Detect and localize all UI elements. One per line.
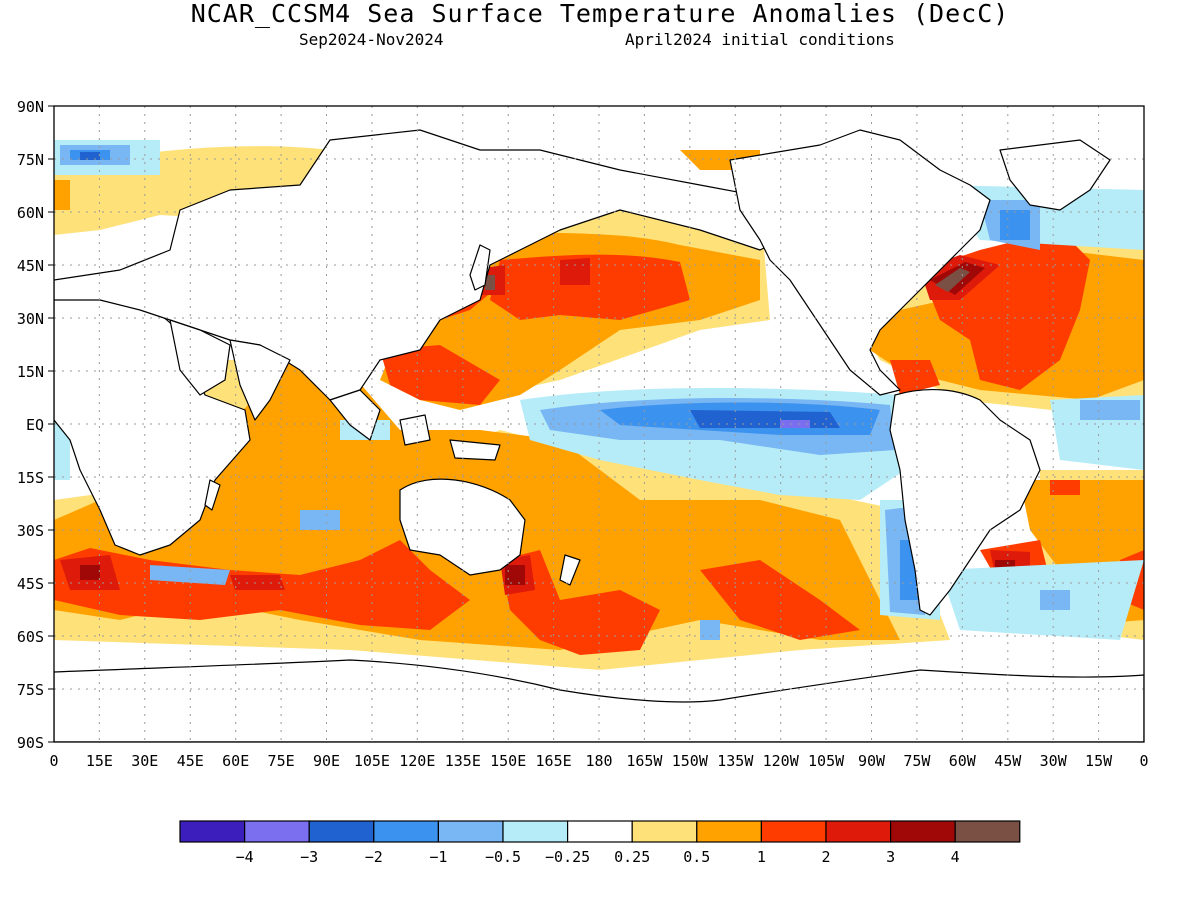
lon-label: 45W — [994, 752, 1022, 770]
lon-label: 105E — [354, 752, 390, 770]
lat-ticks — [48, 105, 54, 743]
colorbar-swatch — [244, 820, 310, 843]
forecast-period: Sep2024-Nov2024 — [299, 30, 444, 49]
colorbar-swatch — [889, 820, 956, 843]
new-zealand-landmass — [559, 554, 581, 586]
japan-landmass — [469, 244, 491, 291]
colorbar-label: 0.5 — [683, 848, 710, 866]
lon-label: 90W — [858, 752, 886, 770]
lon-label: 15W — [1085, 752, 1113, 770]
lon-label: 165W — [626, 752, 663, 770]
lat-label: 45S — [17, 575, 44, 593]
lat-label: 30S — [17, 522, 44, 540]
colorbar-swatch — [760, 820, 827, 843]
lat-label: 75S — [17, 681, 44, 699]
lat-label: 75N — [17, 151, 44, 169]
lat-label: EQ — [26, 416, 44, 434]
lat-label: 90S — [17, 734, 44, 752]
initial-conditions: April2024 initial conditions — [625, 30, 895, 49]
colorbar-swatch — [502, 820, 569, 843]
lon-label: 135E — [445, 752, 481, 770]
colorbar-label: 4 — [951, 848, 960, 866]
lon-label: 120E — [399, 752, 435, 770]
anomaly-band-4 — [485, 268, 970, 292]
colorbar-label: 2 — [821, 848, 830, 866]
lon-label: 180 — [585, 752, 612, 770]
colorbar-swatch — [308, 820, 375, 843]
lon-label: 75W — [903, 752, 931, 770]
lon-label: 60W — [949, 752, 977, 770]
lat-label: 30N — [17, 310, 44, 328]
india-landmass — [229, 339, 291, 421]
colorbar-label: −4 — [236, 848, 254, 866]
lon-label: 30E — [131, 752, 158, 770]
colorbar-swatches — [179, 820, 1021, 843]
anomaly-band-neg3 — [780, 420, 810, 428]
colorbar: −4 −3 −2 −1 −0.5 −0.25 0.25 0.5 1 2 3 4 — [179, 820, 1021, 866]
lon-label: 150E — [490, 752, 526, 770]
lon-label: 30W — [1040, 752, 1068, 770]
lon-label: 120W — [763, 752, 800, 770]
anomaly-field — [54, 129, 1144, 742]
antarctica-landmass — [54, 659, 1144, 742]
colorbar-label: −1 — [429, 848, 447, 866]
colorbar-label: 0.25 — [614, 848, 650, 866]
colorbar-swatch — [954, 820, 1021, 843]
map-title: NCAR_CCSM4 Sea Surface Temperature Anoma… — [190, 0, 1010, 28]
colorbar-swatch — [696, 820, 762, 843]
colorbar-label: 3 — [886, 848, 895, 866]
lat-label: 15N — [17, 363, 44, 381]
australia-landmass — [399, 478, 526, 576]
lon-label: 45E — [177, 752, 204, 770]
lon-labels: 0 15E 30E 45E 60E 75E 90E 105E 120E 135E… — [49, 752, 1148, 770]
lon-label: 75E — [268, 752, 295, 770]
lat-label: 60S — [17, 628, 44, 646]
colorbar-label: −0.5 — [485, 848, 521, 866]
colorbar-swatch — [437, 820, 504, 843]
lat-label: 45N — [17, 257, 44, 275]
southeast-asia-landmass — [329, 389, 381, 441]
greenland-landmass — [999, 139, 1111, 211]
colorbar-swatch — [179, 820, 246, 843]
colorbar-labels: −4 −3 −2 −1 −0.5 −0.25 0.25 0.5 1 2 3 4 — [236, 848, 960, 866]
lat-label: 60N — [17, 204, 44, 222]
colorbar-swatch — [631, 820, 698, 843]
lon-label: 150W — [672, 752, 709, 770]
madagascar-landmass — [204, 479, 221, 511]
lon-label: 90E — [313, 752, 340, 770]
gridlines — [54, 106, 1144, 742]
lat-label: 15S — [17, 469, 44, 487]
colorbar-label: −2 — [365, 848, 383, 866]
land-masses — [54, 129, 1144, 742]
colorbar-label: −0.25 — [545, 848, 590, 866]
lat-labels: 90N 75N 60N 45N 30N 15N EQ 15S 30S 45S 6… — [17, 98, 44, 752]
colorbar-label: −3 — [300, 848, 318, 866]
lon-label: 105W — [808, 752, 845, 770]
north-america-landmass — [729, 129, 991, 396]
lon-label: 165E — [536, 752, 572, 770]
colorbar-label: 1 — [757, 848, 766, 866]
borneo-landmass — [399, 414, 431, 446]
lon-label: 60E — [222, 752, 249, 770]
colorbar-swatch — [566, 820, 633, 843]
lon-label: 15E — [86, 752, 113, 770]
south-america-landmass — [889, 388, 1041, 616]
new-guinea-landmass — [449, 439, 501, 461]
lon-label: 0 — [49, 752, 58, 770]
lat-label: 90N — [17, 98, 44, 116]
lon-label: 0 — [1139, 752, 1148, 770]
arabia-landmass — [169, 319, 231, 396]
colorbar-swatch — [373, 820, 439, 843]
colorbar-swatch — [825, 820, 892, 843]
lon-label: 135W — [717, 752, 754, 770]
